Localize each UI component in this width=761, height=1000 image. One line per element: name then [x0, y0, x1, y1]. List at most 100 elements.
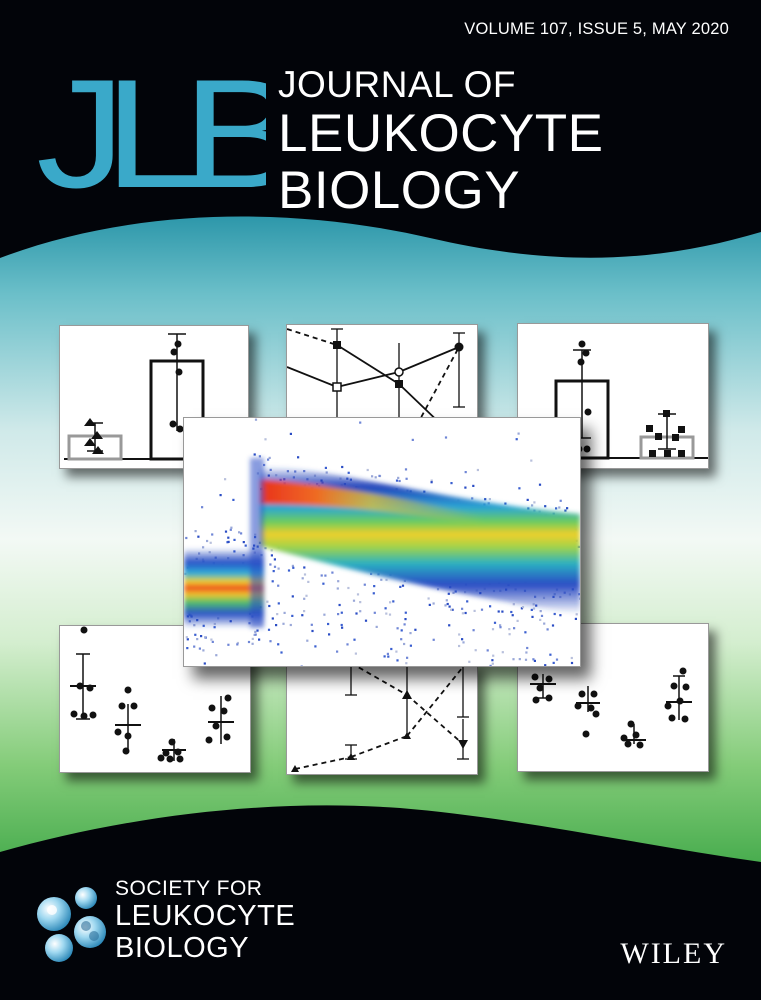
flow-speckle-point: [390, 647, 393, 651]
flow-speckle-point: [272, 570, 275, 573]
flow-speckle-point: [331, 571, 334, 574]
flow-speckle-point: [373, 611, 376, 614]
flow-speckle-point: [411, 438, 414, 441]
flow-speckle-point: [277, 567, 280, 570]
flow-speckle-point: [549, 653, 552, 656]
flow-speckle-point: [204, 636, 207, 639]
flow-speckle-point: [491, 628, 495, 631]
flow-speckle-point: [209, 541, 212, 544]
flow-speckle-point: [539, 610, 542, 613]
flow-speckle-point: [196, 638, 199, 641]
flow-speckle-point: [501, 610, 504, 613]
flow-speckle-point: [530, 459, 533, 462]
flow-speckle-point: [532, 607, 536, 610]
flow-speckle-point: [558, 506, 561, 509]
flow-speckle-point: [236, 643, 239, 646]
title-line-1: JOURNAL OF: [278, 64, 516, 105]
issue-line: VOLUME 107, ISSUE 5, MAY 2020: [464, 20, 729, 38]
flow-speckle-point: [314, 645, 317, 648]
flow-speckle-point: [198, 647, 201, 650]
flow-speckle-point: [397, 476, 400, 479]
flow-speckle-point: [328, 633, 331, 636]
flow-speckle-point: [215, 654, 218, 657]
flow-speckle-point: [432, 638, 435, 641]
flow-speckle-point: [236, 641, 239, 645]
flow-speckle-point: [324, 574, 327, 577]
flow-speckle-point: [462, 641, 465, 644]
flow-speckle-point: [489, 605, 492, 608]
flow-speckle-point: [200, 635, 203, 638]
flow-speckle-point: [271, 617, 274, 620]
flow-speckle-point: [531, 504, 534, 507]
flow-speckle-point: [395, 479, 399, 482]
flow-speckle-point: [276, 613, 279, 616]
society-line-2: LEUKOCYTE: [115, 900, 296, 932]
flow-speckle-point: [273, 558, 276, 561]
flow-speckle-point: [564, 509, 567, 512]
flow-speckle-point: [267, 458, 270, 461]
flow-speckle-point: [526, 646, 529, 650]
flow-speckle-point: [230, 526, 233, 529]
flow-speckle-point: [570, 656, 573, 660]
flow-speckle-point: [533, 501, 536, 504]
title-line-3: BIOLOGY: [278, 161, 521, 220]
flow-speckle-point: [341, 465, 344, 469]
flow-speckle-point: [275, 624, 278, 627]
flow-speckle-point: [238, 531, 241, 534]
flow-speckle-point: [336, 650, 339, 653]
flow-speckle-point: [303, 610, 306, 613]
flow-speckle-point: [486, 649, 489, 652]
flow-speckle-point: [336, 587, 339, 590]
flow-speckle-point: [451, 608, 454, 611]
flow-speckle-point: [515, 438, 518, 441]
flow-speckle-point: [513, 627, 516, 630]
flow-speckle-point: [268, 456, 271, 459]
flow-speckle-point: [289, 623, 292, 627]
flow-speckle-point: [364, 619, 368, 622]
flow-speckle-point: [392, 600, 395, 603]
flow-speckle-point: [283, 611, 286, 614]
flow-speckle-point: [244, 544, 247, 547]
flow-speckle-point: [448, 605, 451, 608]
flow-speckle-point: [258, 455, 261, 458]
flow-speckle-point: [186, 647, 189, 650]
flow-speckle-point: [280, 651, 283, 654]
flow-speckle-point: [387, 655, 390, 658]
flow-speckle-point: [186, 638, 189, 641]
flow-speckle-point: [403, 623, 406, 626]
flow-speckle-point: [224, 530, 228, 533]
flow-speckle-point: [210, 638, 213, 641]
publisher-logo: WILEY: [620, 937, 727, 970]
flow-speckle-point: [450, 482, 453, 485]
flow-speckle-point: [400, 629, 403, 632]
flow-speckle-point: [511, 614, 514, 617]
flow-speckle-point: [399, 585, 402, 588]
flow-speckle-point: [409, 644, 412, 647]
flow-speckle-point: [539, 618, 542, 621]
flow-speckle-point: [471, 497, 474, 500]
flow-speckle-point: [297, 456, 300, 459]
flow-speckle-point: [444, 436, 448, 439]
flow-speckle-point: [232, 498, 235, 501]
flow-speckle-point: [366, 468, 369, 472]
flow-speckle-point: [468, 660, 471, 663]
flow-speckle-point: [405, 662, 408, 665]
flow-speckle-point: [291, 564, 294, 567]
flow-speckle-point: [447, 592, 450, 595]
flow-speckle-point: [401, 584, 405, 587]
flow-speckle-point: [540, 614, 544, 617]
flow-speckle-point: [211, 533, 214, 536]
flow-speckle-point: [446, 602, 449, 606]
flow-speckle-point: [273, 565, 277, 568]
flow-speckle-point: [430, 479, 433, 482]
flow-speckle-point: [254, 418, 258, 421]
flow-speckle-point: [512, 658, 515, 661]
flow-speckle-point: [263, 463, 266, 467]
flow-speckle-point: [444, 604, 447, 607]
flow-speckle-point: [337, 613, 340, 616]
flow-speckle-point: [414, 628, 417, 631]
flow-speckle-point: [327, 622, 330, 626]
society-name: SOCIETY FOR LEUKOCYTE BIOLOGY: [115, 878, 295, 963]
flow-speckle-point: [266, 600, 269, 603]
